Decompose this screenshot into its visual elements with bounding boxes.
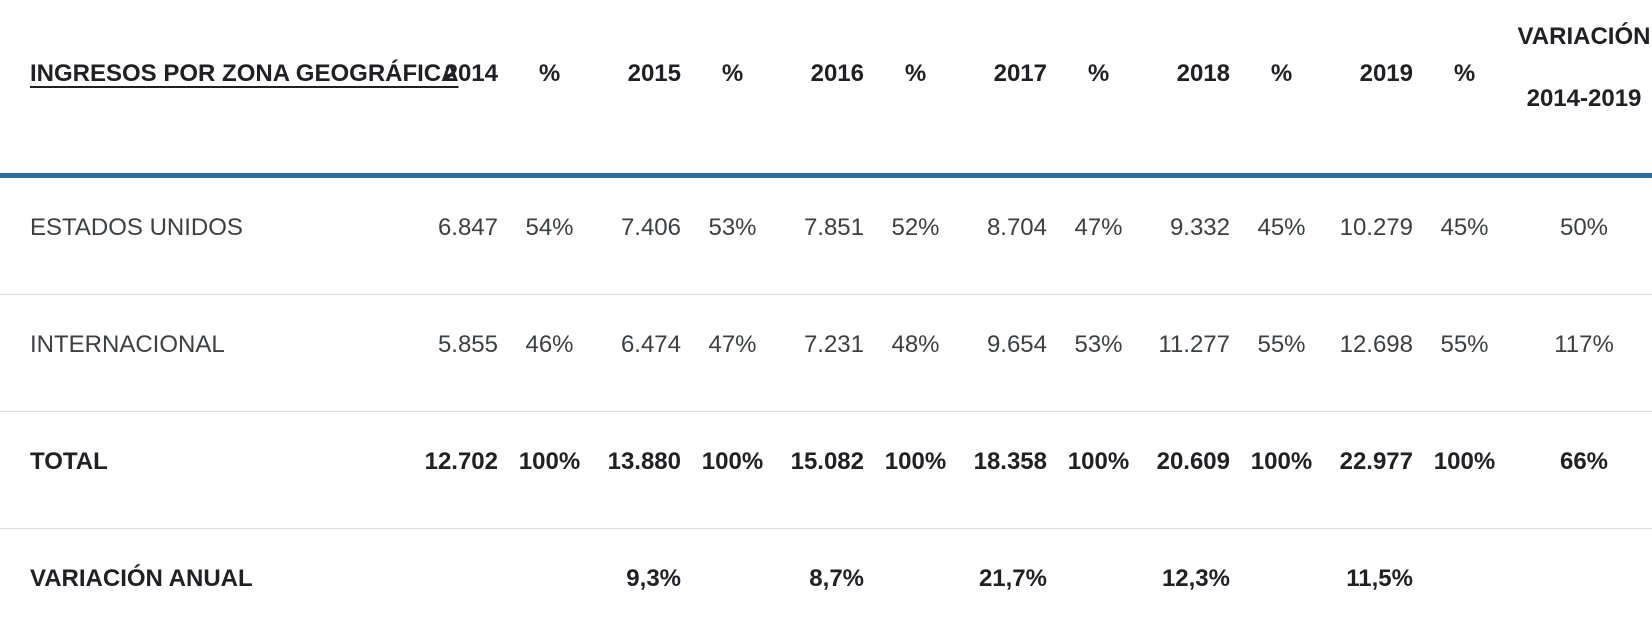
cell-variation — [1516, 528, 1652, 633]
cell-2017-pct: 100% — [1047, 411, 1150, 529]
table-row-total: TOTAL 12.702 100% 13.880 100% 15.082 100… — [0, 411, 1652, 529]
header-pct-2019: % — [1413, 0, 1516, 178]
header-year-2018: 2018 — [1150, 0, 1230, 178]
table-row-internacional: INTERNACIONAL 5.855 46% 6.474 47% 7.231 … — [0, 294, 1652, 412]
cell-2014-pct: 54% — [498, 175, 601, 295]
table-row-variacion-anual: VARIACIÓN ANUAL 9,3% 8,7% 21,7% 12,3% 11… — [0, 528, 1652, 633]
cell-2018-pct: 100% — [1230, 411, 1333, 529]
cell-2019-pct: 55% — [1413, 294, 1516, 412]
cell-2016-pct — [864, 528, 967, 633]
cell-2019-value: 22.977 — [1333, 411, 1413, 529]
cell-2017-pct: 47% — [1047, 175, 1150, 295]
header-year-2014: 2014 — [418, 0, 498, 178]
header-pct-2016: % — [864, 0, 967, 178]
cell-2015-value: 13.880 — [601, 411, 681, 529]
cell-2017-value: 21,7% — [967, 528, 1047, 633]
cell-2016-value: 7.851 — [784, 175, 864, 295]
cell-2016-pct: 100% — [864, 411, 967, 529]
header-pct-2014: % — [498, 0, 601, 178]
cell-2019-value: 10.279 — [1333, 175, 1413, 295]
cell-2015-value: 6.474 — [601, 294, 681, 412]
cell-2016-pct: 52% — [864, 175, 967, 295]
header-year-2019: 2019 — [1333, 0, 1413, 178]
cell-2014-value: 5.855 — [418, 294, 498, 412]
cell-2014-pct — [498, 528, 601, 633]
cell-2017-value: 9.654 — [967, 294, 1047, 412]
cell-2016-value: 8,7% — [784, 528, 864, 633]
cell-2018-value: 11.277 — [1150, 294, 1230, 412]
cell-2019-value: 11,5% — [1333, 528, 1413, 633]
cell-2019-pct — [1413, 528, 1516, 633]
header-pct-2015: % — [681, 0, 784, 178]
header-row: INGRESOS POR ZONA GEOGRÁFICA 2014 % 2015… — [0, 0, 1652, 178]
table-title: INGRESOS POR ZONA GEOGRÁFICA — [0, 0, 458, 178]
cell-2016-pct: 48% — [864, 294, 967, 412]
table-row-estados-unidos: ESTADOS UNIDOS 6.847 54% 7.406 53% 7.851… — [0, 175, 1652, 295]
cell-2015-pct: 53% — [681, 175, 784, 295]
cell-variation: 50% — [1516, 175, 1652, 295]
cell-2016-value: 7.231 — [784, 294, 864, 412]
cell-2015-pct — [681, 528, 784, 633]
cell-2015-pct: 47% — [681, 294, 784, 412]
header-variation-line2: 2014-2019 — [1526, 85, 1642, 112]
cell-2017-pct — [1047, 528, 1150, 633]
cell-2018-value: 12,3% — [1150, 528, 1230, 633]
cell-2017-value: 18.358 — [967, 411, 1047, 529]
cell-2017-pct: 53% — [1047, 294, 1150, 412]
cell-2017-value: 8.704 — [967, 175, 1047, 295]
cell-2018-pct: 55% — [1230, 294, 1333, 412]
row-label: ESTADOS UNIDOS — [0, 175, 418, 295]
cell-2014-value: 6.847 — [418, 175, 498, 295]
cell-2018-pct — [1230, 528, 1333, 633]
row-label: TOTAL — [0, 411, 418, 529]
header-variation: VARIACIÓN 2014-2019 — [1516, 0, 1652, 178]
cell-2014-pct: 46% — [498, 294, 601, 412]
cell-2016-value: 15.082 — [784, 411, 864, 529]
cell-2015-value: 7.406 — [601, 175, 681, 295]
row-label: VARIACIÓN ANUAL — [0, 528, 418, 633]
cell-2018-pct: 45% — [1230, 175, 1333, 295]
header-variation-line1: VARIACIÓN — [1517, 23, 1651, 50]
header-pct-2017: % — [1047, 0, 1150, 178]
header-pct-2018: % — [1230, 0, 1333, 178]
cell-2019-pct: 100% — [1413, 411, 1516, 529]
cell-2019-value: 12.698 — [1333, 294, 1413, 412]
cell-2015-pct: 100% — [681, 411, 784, 529]
row-label: INTERNACIONAL — [0, 294, 418, 412]
cell-2018-value: 20.609 — [1150, 411, 1230, 529]
table-body: ESTADOS UNIDOS 6.847 54% 7.406 53% 7.851… — [0, 175, 1652, 633]
header-year-2017: 2017 — [967, 0, 1047, 178]
cell-2019-pct: 45% — [1413, 175, 1516, 295]
header-year-2015: 2015 — [601, 0, 681, 178]
cell-variation: 117% — [1516, 294, 1652, 412]
cell-2014-value — [418, 528, 498, 633]
cell-2018-value: 9.332 — [1150, 175, 1230, 295]
cell-2015-value: 9,3% — [601, 528, 681, 633]
table-header: INGRESOS POR ZONA GEOGRÁFICA 2014 % 2015… — [0, 0, 1652, 178]
cell-variation: 66% — [1516, 411, 1652, 529]
cell-2014-pct: 100% — [498, 411, 601, 529]
header-year-2016: 2016 — [784, 0, 864, 178]
cell-2014-value: 12.702 — [418, 411, 498, 529]
